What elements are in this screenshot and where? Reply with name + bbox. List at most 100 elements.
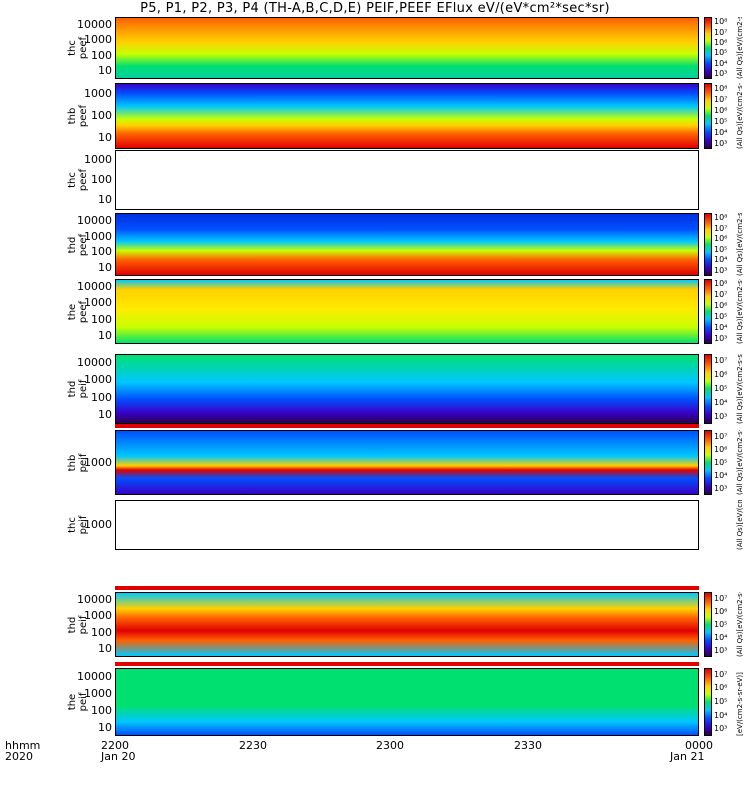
color-bar-unit: (All Qs)[eV/(cm2-s-sr-eV)] xyxy=(736,500,744,550)
color-bar-unit: (All Qs)[eV/(cm2-s-sr-eV)] xyxy=(736,279,744,344)
color-bar-tick: 10⁷ xyxy=(714,27,728,37)
color-bar-tick: 10⁶ xyxy=(714,683,728,693)
spectrogram-fill xyxy=(116,151,698,209)
color-bar-tick: 10⁷ xyxy=(714,669,728,679)
y-tick-label: 1000 xyxy=(84,518,112,531)
y-tick-label: 1000 xyxy=(84,686,112,700)
color-bar xyxy=(704,17,712,79)
y-tick-label: 100 xyxy=(91,312,112,326)
spectrogram-panel xyxy=(115,150,699,210)
y-tick-label: 1000 xyxy=(84,296,112,310)
color-bar xyxy=(704,279,712,344)
x-tick-label: 2200 xyxy=(101,739,129,752)
spectrogram-fill xyxy=(116,214,698,275)
color-bar-tick: 10⁴ xyxy=(714,632,728,642)
separator-line xyxy=(115,586,699,590)
y-tick-label: 1000 xyxy=(84,455,112,469)
y-tick-label: 10000 xyxy=(77,355,112,369)
y-tick-label: 10 xyxy=(98,408,112,422)
color-bar-tick: 10⁵ xyxy=(714,48,728,58)
spectrogram-panel xyxy=(115,17,699,79)
spectrogram-panel xyxy=(115,83,699,149)
spectrogram-panel xyxy=(115,592,699,657)
color-bar-tick: 10⁸ xyxy=(714,279,728,289)
color-bar-tick: 10⁷ xyxy=(714,356,728,365)
color-bar-tick: 10⁶ xyxy=(714,37,728,47)
y-tick-label: 100 xyxy=(91,625,112,639)
color-bar-tick: 10⁴ xyxy=(714,127,728,137)
separator-line xyxy=(115,424,699,428)
x-tick-label: 0000 xyxy=(685,739,713,752)
color-bar xyxy=(704,592,712,657)
color-bar-tick: 10⁷ xyxy=(714,593,728,603)
y-tick-label: 100 xyxy=(91,245,112,259)
spectrogram-fill xyxy=(116,280,698,343)
color-bar xyxy=(704,213,712,276)
color-bar-tick: 10³ xyxy=(714,412,728,421)
color-bar-tick: 10⁴ xyxy=(714,322,728,332)
spectrogram-panel xyxy=(115,354,699,424)
color-bar-unit: [eV/(cm2-s-sr-eV)] xyxy=(736,672,744,736)
spectrogram-fill xyxy=(116,18,698,78)
color-bar-tick: 10³ xyxy=(714,483,728,493)
y-tick-label: 100 xyxy=(91,390,112,404)
spectrogram-fill xyxy=(116,501,698,549)
color-bar-tick: 10⁶ xyxy=(714,301,728,311)
color-bar-tick: 10⁸ xyxy=(714,213,728,223)
x-row-label: hhmm xyxy=(5,739,41,752)
spectrogram-fill xyxy=(116,84,698,148)
x-tick-label: 2300 xyxy=(376,739,404,752)
y-tick-label: 10 xyxy=(98,641,112,655)
color-bar-tick: 10⁵ xyxy=(714,311,728,321)
color-bar-tick: 10⁸ xyxy=(714,83,728,93)
color-bar-tick: 10⁷ xyxy=(714,94,728,104)
color-bar-tick: 10³ xyxy=(714,68,728,78)
spectrogram-panel xyxy=(115,213,699,276)
color-bar-tick: 10³ xyxy=(714,645,728,655)
color-bar-tick: 10⁶ xyxy=(714,234,728,244)
color-bar-tick: 10³ xyxy=(714,138,728,148)
spectrogram-fill xyxy=(116,593,698,656)
y-tick-label: 1000 xyxy=(84,153,112,166)
color-bar-tick: 10⁷ xyxy=(714,431,728,441)
y-tick-label: 10000 xyxy=(77,213,112,227)
x-date-label: Jan 20 xyxy=(101,750,136,763)
y-tick-label: 1000 xyxy=(84,373,112,387)
color-bar xyxy=(704,83,712,149)
color-bar xyxy=(704,668,712,736)
color-bar-tick: 10⁵ xyxy=(714,384,728,393)
color-bar-tick: 10⁵ xyxy=(714,619,728,629)
color-bar-unit: (All Qs)[eV/(cm2-s-sr-eV)] xyxy=(736,354,744,424)
y-tick-label: 10000 xyxy=(77,17,112,31)
color-bar-tick: 10³ xyxy=(714,724,728,734)
color-bar-tick: 10⁶ xyxy=(714,370,728,379)
color-bar-tick: 10⁴ xyxy=(714,398,728,407)
spectrogram-panel xyxy=(115,668,699,736)
x-tick-label: 2230 xyxy=(239,739,267,752)
color-bar-tick: 10³ xyxy=(714,333,728,343)
color-bar-tick: 10⁶ xyxy=(714,444,728,454)
color-bar-unit: (All Qs)[eV/(cm2-s-sr-eV)] xyxy=(736,213,744,276)
color-bar-unit: (All Qs)[eV/(cm2-s-sr-eV)] xyxy=(736,83,744,149)
color-bar-tick: 10³ xyxy=(714,265,728,275)
spectrogram-panel xyxy=(115,500,699,550)
y-tick-label: 10 xyxy=(98,193,112,206)
color-bar-tick: 10⁶ xyxy=(714,606,728,616)
y-tick-label: 10000 xyxy=(77,593,112,607)
color-bar-tick: 10⁷ xyxy=(714,290,728,300)
spectrogram-fill xyxy=(116,431,698,494)
x-year-label: 2020 xyxy=(5,750,33,763)
color-bar-tick: 10⁵ xyxy=(714,116,728,126)
spectrogram-panel xyxy=(115,279,699,344)
color-bar-tick: 10⁴ xyxy=(714,255,728,265)
spectrogram-panel xyxy=(115,430,699,495)
y-tick-label: 10 xyxy=(98,261,112,275)
y-tick-label: 10 xyxy=(98,328,112,342)
y-tick-label: 1000 xyxy=(84,33,112,47)
color-bar-tick: 10⁴ xyxy=(714,58,728,68)
y-tick-label: 100 xyxy=(91,109,112,122)
spectrogram-fill xyxy=(116,355,698,423)
spectrogram-fill xyxy=(116,669,698,735)
chart-title: P5, P1, P2, P3, P4 (TH-A,B,C,D,E) PEIF,P… xyxy=(140,1,610,16)
